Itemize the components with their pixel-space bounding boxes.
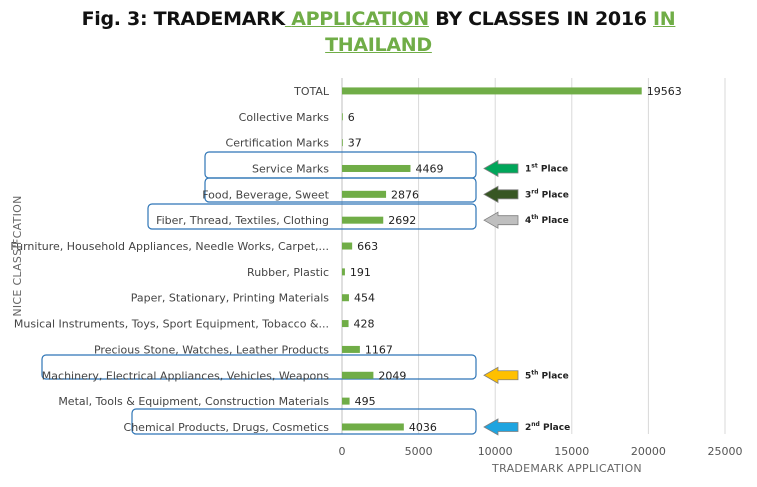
rank-word: Place [538,371,568,381]
chart-title: Fig. 3: TRADEMARK APPLICATION BY CLASSES… [0,6,757,58]
data-label: 663 [357,240,378,253]
rank-label: 4th Place [525,214,569,226]
rank-suffix: rd [531,188,538,195]
bar [342,345,360,353]
bar [342,423,404,431]
bar [342,87,642,95]
rank-label: 1st Place [525,162,568,174]
bar [342,216,384,224]
x-tick-label: 5000 [405,445,433,458]
category-label: Furniture, Household Appliances, Needle … [10,240,329,253]
rank-suffix: nd [531,421,540,428]
bar [342,113,343,121]
rank-arrow-icon [483,366,519,384]
x-tick-label: 20000 [631,445,666,458]
data-label: 1167 [365,343,393,356]
rank-number: 1 [525,164,531,174]
highlight-box [147,203,477,230]
rank-arrow-icon [483,211,519,229]
x-tick-label: 10000 [478,445,513,458]
rank-arrow-icon [483,418,519,436]
bar [342,320,349,328]
data-label: 2876 [391,188,419,201]
rank-suffix: th [531,369,538,376]
category-label: Collective Marks [239,111,330,124]
rank-number: 3 [525,190,531,200]
highlight-box [131,408,477,435]
data-label: 191 [350,266,371,279]
bar [342,397,350,405]
y-axis-title: NICE CLASSIFCATION [11,195,24,316]
category-label: Machinery, Electrical Appliances, Vehicl… [42,369,329,382]
highlight-box [204,177,477,203]
rank-word: Place [538,216,568,226]
bar [342,371,374,379]
x-tick-label: 15000 [554,445,589,458]
bar [342,190,387,198]
title-part-3: BY CLASSES IN 2016 [435,8,647,30]
category-label: Food, Beverage, Sweet [202,188,329,201]
data-label: 37 [348,137,362,150]
data-label: 2692 [388,214,416,227]
x-tick-label: 0 [339,445,346,458]
data-label: 428 [354,318,375,331]
bar [342,268,345,276]
rank-suffix: th [531,214,538,221]
bar [342,164,411,172]
data-label: 2049 [378,369,406,382]
rank-arrow-icon [483,185,519,204]
title-part-4: IN [653,8,676,30]
title-part-2: APPLICATION [291,8,429,30]
category-label: Certification Marks [226,137,330,150]
data-label: 454 [354,292,375,305]
rank-label: 3rd Place [525,188,569,200]
highlight-box [41,354,477,380]
rank-label: 5th Place [525,369,569,381]
title-part-1: Fig. 3: TRADEMARK [81,8,286,30]
data-label: 4036 [409,421,437,434]
x-tick-label: 25000 [708,445,743,458]
bar [342,139,343,147]
category-label: Precious Stone, Watches, Leather Product… [94,343,329,356]
category-label: TOTAL [293,85,330,98]
category-label: Service Marks [252,162,329,175]
title-part-5: THAILAND [325,34,432,56]
rank-number: 4 [525,216,531,226]
category-label: Fiber, Thread, Textiles, Clothing [156,214,329,227]
x-axis-title: TRADEMARK APPLICATION [491,462,642,475]
category-label: Paper, Stationary, Printing Materials [131,292,330,305]
rank-label: 2nd Place [525,421,570,433]
category-label: Rubber, Plastic [247,266,329,279]
category-label: Metal, Tools & Equipment, Construction M… [58,395,329,408]
rank-word: Place [540,423,570,433]
bar [342,242,353,250]
data-label: 6 [348,111,355,124]
rank-number: 5 [525,371,531,381]
rank-number: 2 [525,423,531,433]
rank-word: Place [539,190,569,200]
rank-suffix: st [531,162,538,169]
data-label: 19563 [647,85,682,98]
category-label: Chemical Products, Drugs, Cosmetics [124,421,330,434]
bar [342,294,349,302]
rank-word: Place [538,164,568,174]
category-label: Musical Instruments, Toys, Sport Equipme… [14,318,329,331]
data-label: 495 [355,395,376,408]
data-label: 4469 [415,162,443,175]
rank-arrow-icon [483,159,519,178]
